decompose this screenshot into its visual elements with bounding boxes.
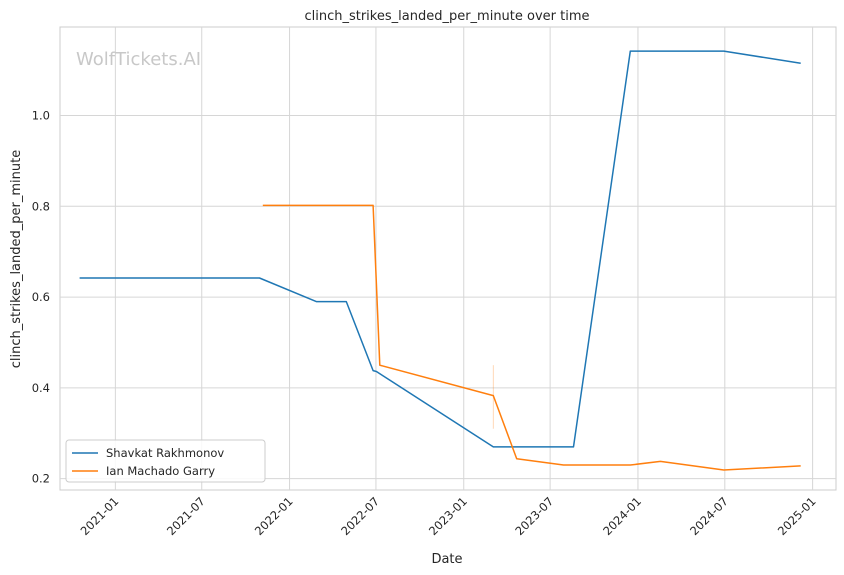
series-line-1 xyxy=(262,204,801,471)
legend-label: Ian Machado Garry xyxy=(106,464,215,478)
y-tick-label: 1.0 xyxy=(32,109,50,123)
x-tick-label: 2025-01 xyxy=(775,494,819,538)
x-tick-label: 2023-01 xyxy=(426,494,470,538)
x-tick-label: 2021-07 xyxy=(164,494,208,538)
y-tick-label: 0.4 xyxy=(32,381,50,395)
legend: Shavkat Rakhmonov Ian Machado Garry xyxy=(65,439,266,483)
plot-area xyxy=(59,26,837,491)
plot-frame xyxy=(59,26,837,491)
x-tick-label: 2022-01 xyxy=(252,494,296,538)
y-tick-label: 0.2 xyxy=(32,472,50,486)
x-tick-label: 2022-07 xyxy=(338,494,382,538)
legend-box xyxy=(65,439,266,483)
y-tick-label: 0.8 xyxy=(32,199,50,213)
x-tick-label: 2021-01 xyxy=(78,494,122,538)
x-tick-label: 2024-01 xyxy=(600,494,644,538)
series-layer xyxy=(79,50,801,471)
x-tick-label: 2023-07 xyxy=(512,494,556,538)
y-axis-ticks: 0.2 0.4 0.6 0.8 1.0 xyxy=(32,109,50,486)
watermark: WolfTickets.AI xyxy=(76,49,201,70)
y-tick-label: 0.6 xyxy=(32,290,50,304)
legend-label: Shavkat Rakhmonov xyxy=(106,446,224,460)
x-tick-label: 2024-07 xyxy=(687,494,731,538)
x-axis-ticks: 2021-01 2021-07 2022-01 2022-07 2023-01 2023-… xyxy=(78,494,819,538)
y-axis-label: clinch_strikes_landed_per_minute xyxy=(9,150,24,368)
chart-title: clinch_strikes_landed_per_minute over ti… xyxy=(304,9,589,24)
series-line-0 xyxy=(79,50,801,448)
x-axis-label: Date xyxy=(431,552,462,567)
